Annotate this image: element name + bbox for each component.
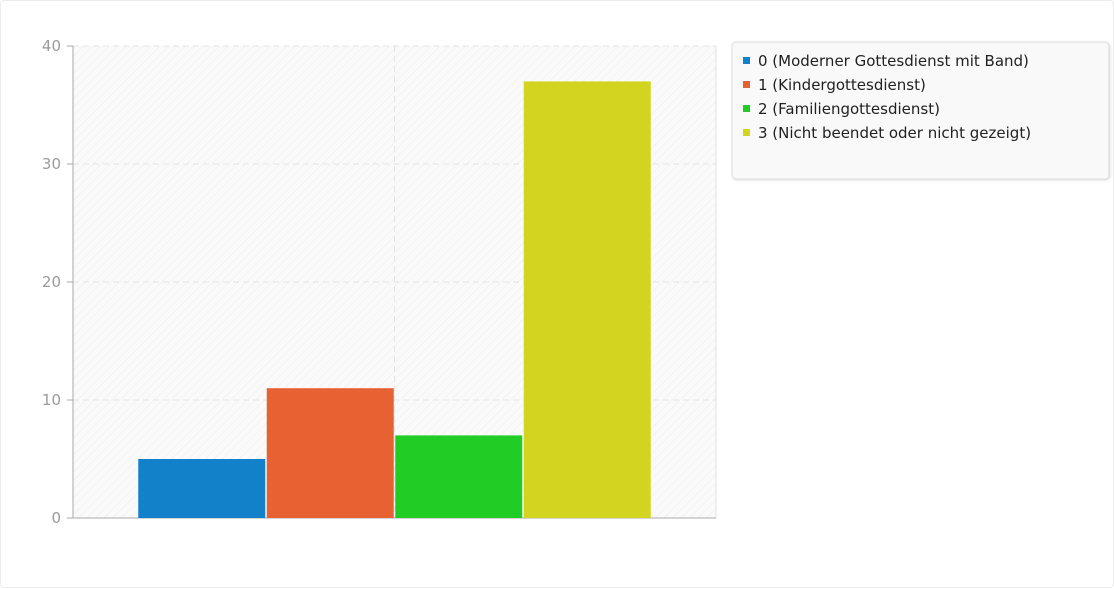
legend-label: 3 (Nicht beendet oder nicht gezeigt) bbox=[758, 124, 1031, 142]
bar-series-1[interactable] bbox=[266, 388, 394, 518]
legend: 0 (Moderner Gottesdienst mit Band) 1 (Kin… bbox=[731, 41, 1110, 180]
bar-series-3[interactable] bbox=[523, 81, 651, 519]
bar-series-0[interactable] bbox=[138, 459, 266, 518]
bar-series-2[interactable] bbox=[395, 435, 523, 518]
y-tick-label: 40 bbox=[42, 37, 61, 55]
y-tick-label: 0 bbox=[51, 509, 61, 527]
legend-swatch bbox=[743, 105, 750, 112]
y-tick-label: 20 bbox=[42, 273, 61, 291]
legend-label: 1 (Kindergottesdienst) bbox=[758, 76, 926, 94]
legend-swatch bbox=[743, 129, 750, 136]
legend-swatch bbox=[743, 57, 750, 64]
y-axis-ticks: 0 10 20 30 40 bbox=[42, 37, 73, 527]
y-tick-label: 10 bbox=[42, 391, 61, 409]
y-tick-label: 30 bbox=[42, 155, 61, 173]
legend-label: 2 (Familiengottesdienst) bbox=[758, 100, 940, 118]
legend-box bbox=[731, 41, 1110, 180]
bars bbox=[138, 81, 651, 519]
legend-label: 0 (Moderner Gottesdienst mit Band) bbox=[758, 52, 1029, 70]
legend-swatch bbox=[743, 81, 750, 88]
